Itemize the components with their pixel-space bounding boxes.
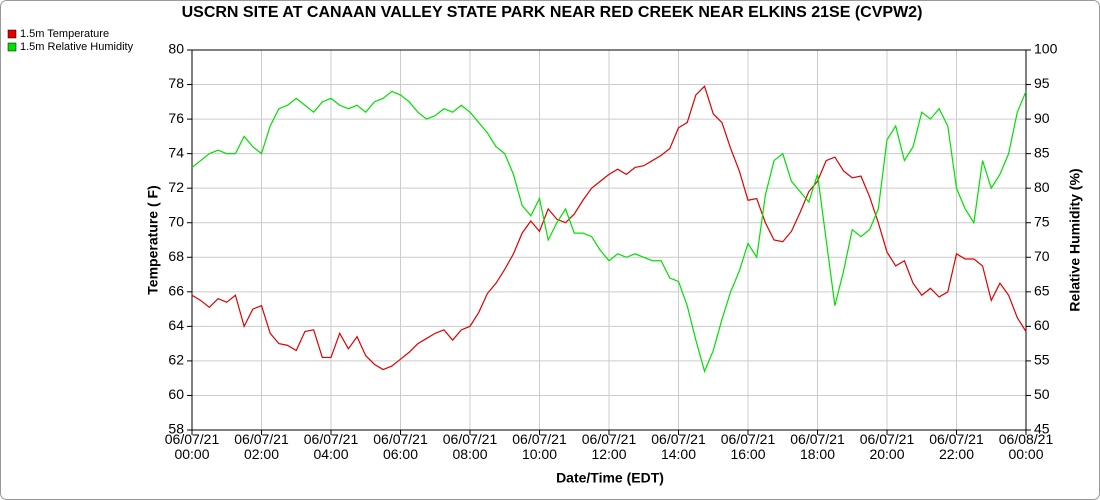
y-axis-label: Temperature ( F) xyxy=(145,185,161,294)
chart-title: USCRN SITE AT CANAAN VALLEY STATE PARK N… xyxy=(182,4,923,21)
y2-tick-label: 60 xyxy=(1034,317,1050,333)
y2-tick-label: 70 xyxy=(1034,248,1050,264)
x-tick-label: 06/07/21 02:00 xyxy=(234,431,289,462)
y-tick-label: 60 xyxy=(168,386,184,402)
y2-tick-label: 75 xyxy=(1034,213,1050,229)
x-tick-label: 06/08/21 00:00 xyxy=(998,431,1054,462)
x-tick-label: 06/07/21 10:00 xyxy=(512,431,567,462)
legend-label: 1.5m Temperature xyxy=(20,28,109,40)
y2-tick-label: 65 xyxy=(1034,283,1050,299)
x-tick-label: 06/07/21 22:00 xyxy=(929,431,984,462)
y-tick-label: 68 xyxy=(168,248,184,264)
y2-axis-label: Relative Humidity (%) xyxy=(1067,168,1083,311)
x-tick-label: 06/07/21 16:00 xyxy=(720,431,776,462)
y-tick-label: 80 xyxy=(168,41,184,57)
x-tick-label: 06/07/21 08:00 xyxy=(442,431,498,462)
y2-tick-label: 100 xyxy=(1034,41,1058,57)
x-tick-label: 06/07/21 04:00 xyxy=(303,431,359,462)
y-tick-label: 64 xyxy=(168,317,184,333)
y2-tick-label: 85 xyxy=(1034,144,1050,160)
x-tick-label: 06/07/21 18:00 xyxy=(790,431,845,462)
x-axis-label: Date/Time (EDT) xyxy=(556,470,664,486)
plot-frame xyxy=(191,49,1027,431)
y-tick-label: 76 xyxy=(168,110,184,126)
y2-tick-label: 55 xyxy=(1034,352,1050,368)
y-tick-label: 74 xyxy=(168,144,184,160)
x-tick-label: 06/07/21 14:00 xyxy=(651,431,706,462)
y-tick-label: 58 xyxy=(168,421,184,437)
x-tick-label: 06/07/21 06:00 xyxy=(373,431,428,462)
x-tick-label: 06/07/21 12:00 xyxy=(581,431,637,462)
y2-tick-label: 45 xyxy=(1034,421,1050,437)
x-tick-label: 06/07/21 00:00 xyxy=(164,431,220,462)
y2-tick-label: 95 xyxy=(1034,75,1050,91)
y-tick-label: 72 xyxy=(168,179,184,195)
y-tick-label: 66 xyxy=(168,283,184,299)
y-tick-label: 78 xyxy=(168,75,184,91)
data-line xyxy=(191,90,1027,374)
legend-label: 1.5m Relative Humidity xyxy=(20,41,134,53)
y2-tick-label: 90 xyxy=(1034,110,1050,126)
legend-swatch xyxy=(7,42,17,52)
legend-swatch xyxy=(7,29,17,39)
y-tick-label: 70 xyxy=(168,213,184,229)
data-line xyxy=(191,85,1027,371)
x-tick-label: 06/07/21 20:00 xyxy=(859,431,915,462)
y2-tick-label: 50 xyxy=(1034,386,1050,402)
y-tick-label: 62 xyxy=(168,352,184,368)
y2-tick-label: 80 xyxy=(1034,179,1050,195)
